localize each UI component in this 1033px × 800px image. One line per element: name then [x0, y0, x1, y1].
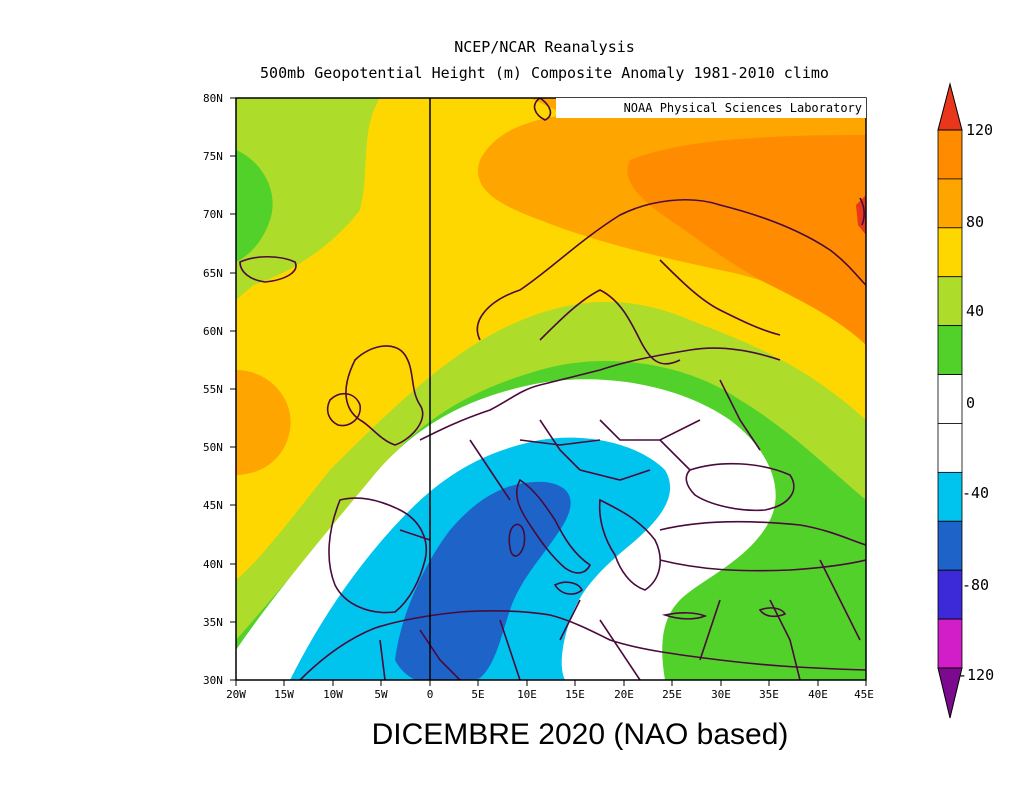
lon-label: 15E — [565, 688, 585, 701]
lon-label: 35E — [759, 688, 779, 701]
colorbar-label: 40 — [966, 302, 984, 320]
lat-label: 60N — [203, 325, 223, 338]
lat-label: 40N — [203, 558, 223, 571]
lon-label: 20W — [226, 688, 246, 701]
colorbar-label: -80 — [962, 576, 989, 594]
credit-label: NOAA Physical Sciences Laboratory — [556, 98, 866, 118]
colorbar: 120 80 40 0 -40 -80 -120 — [937, 82, 994, 719]
lon-label: 10E — [517, 688, 537, 701]
colorbar-cell — [937, 520, 963, 571]
colorbar-cell — [937, 325, 963, 375]
colorbar-cell — [937, 569, 963, 620]
lat-label: 80N — [203, 92, 223, 105]
colorbar-label: -120 — [958, 666, 994, 684]
lat-label: 65N — [203, 267, 223, 280]
colorbar-cell — [937, 227, 963, 278]
lat-label: 55N — [203, 383, 223, 396]
lon-label: 10W — [323, 688, 343, 701]
lon-axis: 20W 15W 10W 5W 0 5E 10E 15E 20E 25E 30E … — [226, 680, 874, 701]
lon-label: 45E — [854, 688, 874, 701]
lon-label: 5E — [471, 688, 484, 701]
colorbar-cell — [937, 471, 963, 522]
lat-label: 45N — [203, 499, 223, 512]
lon-label: 40E — [808, 688, 828, 701]
caption: DICEMBRE 2020 (NAO based) — [371, 718, 789, 751]
colorbar-label: 120 — [966, 121, 993, 139]
colorbar-top-arrow — [937, 82, 963, 131]
lon-label: 20E — [614, 688, 634, 701]
colorbar-label: -40 — [962, 484, 989, 502]
colorbar-label: 80 — [966, 213, 984, 231]
lon-label: 25E — [662, 688, 682, 701]
lon-label: 5W — [374, 688, 388, 701]
colorbar-cell — [937, 618, 963, 669]
lon-label: 30E — [711, 688, 731, 701]
title-line-2: 500mb Geopotential Height (m) Composite … — [260, 64, 829, 82]
lat-label: 50N — [203, 441, 223, 454]
title-line-1: NCEP/NCAR Reanalysis — [454, 38, 635, 56]
anomaly-field — [236, 98, 866, 680]
colorbar-cell — [937, 374, 963, 424]
lon-label: 0 — [427, 688, 434, 701]
lat-label: 75N — [203, 150, 223, 163]
lat-axis: 80N 75N 70N 65N 60N 55N 50N 45N 40N 35N … — [203, 92, 236, 687]
colorbar-cell — [937, 276, 963, 327]
coastlines — [239, 98, 866, 680]
colorbar-cells — [937, 129, 963, 669]
colorbar-bottom-arrow — [937, 667, 963, 719]
colorbar-cell — [937, 129, 963, 180]
colorbar-cell — [937, 423, 963, 473]
lat-label: 70N — [203, 208, 223, 221]
colorbar-cell — [937, 178, 963, 229]
lat-label: 30N — [203, 674, 223, 687]
lon-label: 15W — [274, 688, 294, 701]
lat-label: 35N — [203, 616, 223, 629]
colorbar-label: 0 — [966, 394, 975, 412]
